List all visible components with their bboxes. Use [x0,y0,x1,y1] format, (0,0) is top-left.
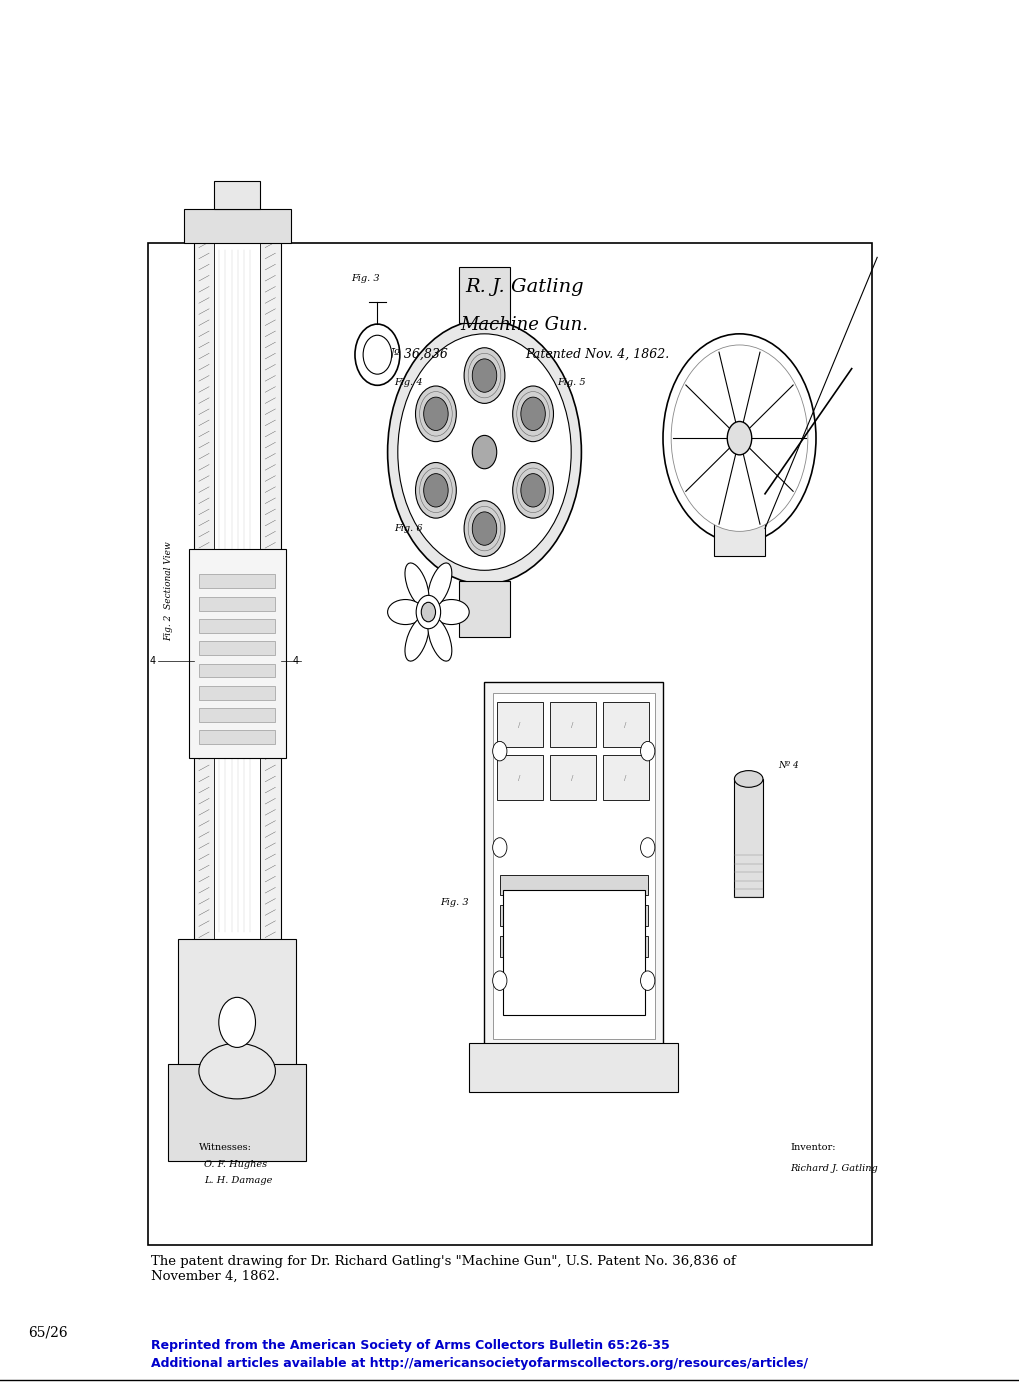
Bar [189,549,285,758]
Bar [502,890,644,1015]
Bar [459,267,510,323]
Text: Nº 4: Nº 4 [777,761,798,769]
Bar [214,243,260,939]
Text: /: / [571,722,573,727]
Circle shape [219,997,255,1047]
Bar [499,936,647,957]
Bar [214,181,260,209]
Circle shape [423,398,447,431]
Bar [602,755,648,800]
Text: Reprinted from the American Society of Arms Collectors Bulletin 65:26-35: Reprinted from the American Society of A… [151,1338,669,1352]
Circle shape [472,359,496,392]
Ellipse shape [199,1043,275,1099]
Bar [199,619,275,633]
Bar [199,574,275,588]
Circle shape [513,462,553,519]
Bar [549,702,595,747]
Text: 65/26: 65/26 [29,1326,68,1340]
Bar [713,438,764,556]
Text: O. F. Hughes: O. F. Hughes [204,1160,267,1168]
Circle shape [355,324,399,385]
Ellipse shape [405,563,428,606]
Bar [183,209,290,243]
Text: Fig. 3: Fig. 3 [440,899,469,907]
Ellipse shape [387,600,423,625]
Circle shape [423,473,447,508]
Bar [549,755,595,800]
Bar [194,216,280,967]
FancyBboxPatch shape [148,243,871,1245]
Text: L. H. Damage: L. H. Damage [204,1177,272,1185]
Circle shape [387,320,581,584]
Text: Additional articles available at http://americansocietyofarmscollectors.org/reso: Additional articles available at http://… [151,1356,807,1370]
Circle shape [464,501,504,556]
Bar [168,1064,306,1161]
Text: 4: 4 [150,655,156,666]
Circle shape [492,971,506,990]
Circle shape [397,334,571,570]
Bar [199,686,275,700]
Bar [499,875,647,896]
Circle shape [492,741,506,761]
Bar [484,682,662,1050]
Bar [199,641,275,655]
Bar [469,1043,678,1092]
Text: R. J. Gatling: R. J. Gatling [465,278,583,296]
Bar [459,581,510,637]
Text: Fig. 2  Sectional View: Fig. 2 Sectional View [164,541,172,641]
Bar [199,597,275,611]
Bar [734,779,762,897]
Circle shape [662,334,815,542]
Bar [602,702,648,747]
Bar [492,693,654,1039]
Ellipse shape [734,771,762,787]
Bar [496,702,542,747]
Circle shape [415,385,455,442]
Circle shape [513,385,553,442]
Text: Fig. 3: Fig. 3 [351,274,379,282]
Text: /: / [624,722,626,727]
Bar [199,708,275,722]
Text: Richard J. Gatling: Richard J. Gatling [790,1164,877,1173]
Circle shape [640,971,654,990]
Text: /: / [518,722,520,727]
Text: Machine Gun.: Machine Gun. [460,316,588,334]
Text: The patent drawing for Dr. Richard Gatling's "Machine Gun", U.S. Patent No. 36,8: The patent drawing for Dr. Richard Gatli… [151,1255,735,1283]
Bar [496,755,542,800]
Ellipse shape [428,563,451,606]
Circle shape [472,512,496,545]
Circle shape [492,837,506,857]
Circle shape [421,602,435,622]
Text: /: / [571,775,573,780]
Circle shape [464,348,504,403]
Bar [178,939,296,1078]
Circle shape [472,435,496,469]
Text: /: / [518,775,520,780]
Circle shape [640,741,654,761]
Circle shape [521,398,545,431]
Text: Fig. 5: Fig. 5 [556,378,585,387]
Text: Fig. 4: Fig. 4 [393,378,422,387]
Circle shape [363,335,391,374]
Ellipse shape [428,618,451,661]
Text: 4: 4 [292,655,299,666]
Ellipse shape [405,618,428,661]
Circle shape [727,421,751,455]
Ellipse shape [433,600,469,625]
Text: /: / [624,775,626,780]
Bar [199,730,275,744]
Text: Witnesses:: Witnesses: [199,1143,252,1152]
Bar [499,906,647,926]
Text: Patented Nov. 4, 1862.: Patented Nov. 4, 1862. [524,348,668,360]
Circle shape [521,473,545,508]
Bar [199,664,275,677]
Circle shape [640,837,654,857]
Text: Inventor:: Inventor: [790,1143,836,1152]
Text: Nº 36,836: Nº 36,836 [383,348,448,360]
Circle shape [416,595,440,629]
Circle shape [415,462,455,519]
Circle shape [671,345,807,531]
Text: Fig. 6: Fig. 6 [393,524,422,533]
